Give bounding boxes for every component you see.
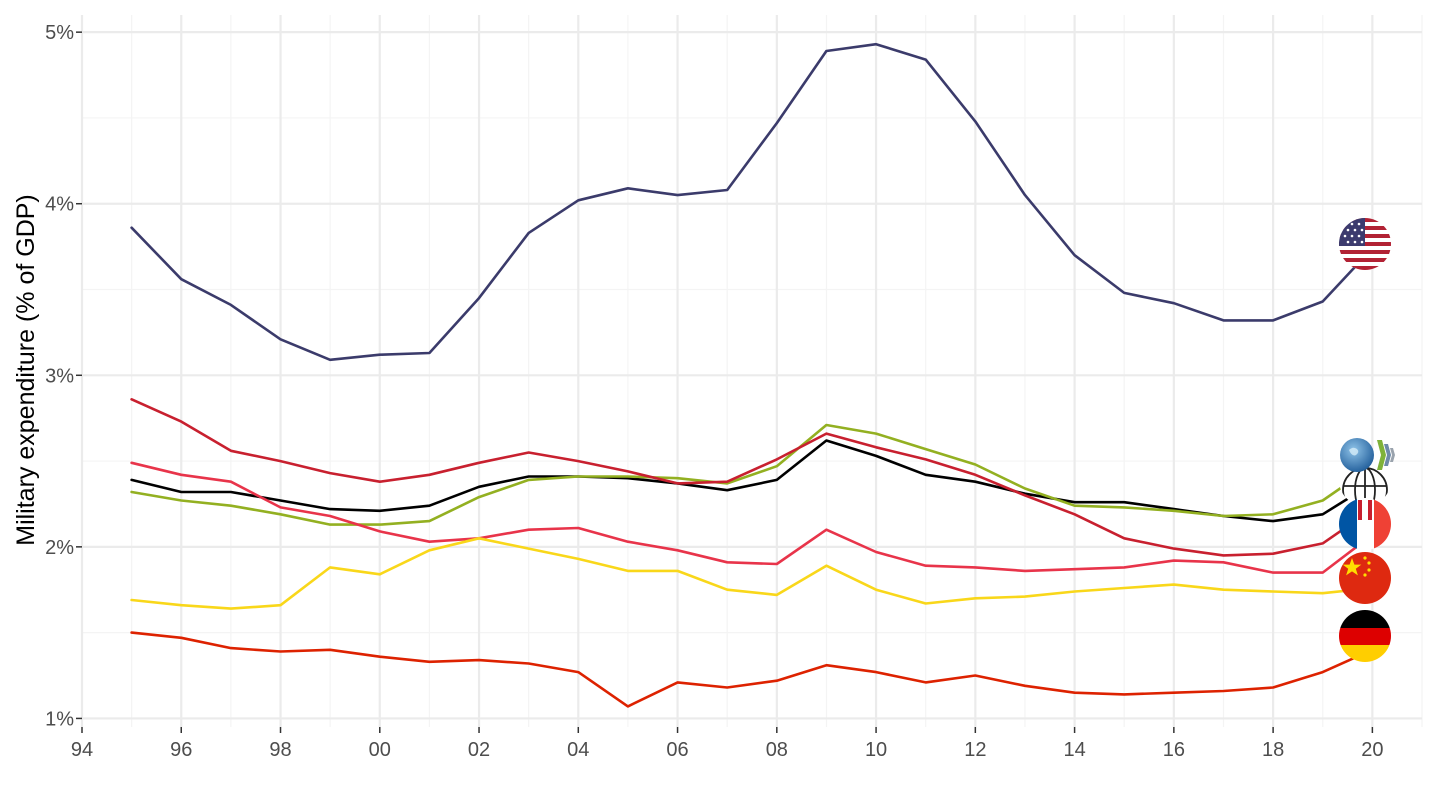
x-tick-label: 14 xyxy=(1063,739,1085,761)
major-gridlines xyxy=(80,15,1422,727)
series-line-world xyxy=(130,423,1374,526)
x-tick-label: 04 xyxy=(567,739,589,761)
minor-gridlines xyxy=(82,15,1423,727)
usa-flag-icon xyxy=(1339,218,1391,270)
series-line-oecd xyxy=(130,439,1374,523)
france-flag-icon xyxy=(1339,498,1391,550)
x-tick-label: 10 xyxy=(865,739,887,761)
series-line-uk xyxy=(130,397,1374,557)
x-tick-label: 16 xyxy=(1163,739,1185,761)
oecd-logo-icon xyxy=(1340,438,1395,472)
uk-flag-fragment-icon xyxy=(1358,500,1372,520)
x-tick-label: 00 xyxy=(369,739,391,761)
x-tick-label: 20 xyxy=(1361,739,1383,761)
x-tick-label: 06 xyxy=(666,739,688,761)
y-tick-label: 3% xyxy=(45,365,74,387)
series-lines xyxy=(130,42,1374,708)
series-line-france xyxy=(130,461,1374,574)
x-tick-label: 02 xyxy=(468,739,490,761)
x-tick-label: 94 xyxy=(71,739,93,761)
series-line-china xyxy=(130,536,1374,610)
china-flag-icon xyxy=(1339,552,1391,604)
axes: 94 96 98 00 02 04 06 08 10 12 14 16 18 20 1% 2% 3% 4% 5% xyxy=(45,22,1383,761)
series-line-usa xyxy=(130,42,1374,362)
x-tick-label: 12 xyxy=(964,739,986,761)
x-tick-label: 96 xyxy=(170,739,192,761)
series-line-germany xyxy=(130,631,1374,708)
y-axis-title: Military expenditure (% of GDP) xyxy=(12,194,40,546)
legend-icons xyxy=(1339,218,1395,662)
y-tick-label: 2% xyxy=(45,537,74,559)
x-tick-label: 18 xyxy=(1262,739,1284,761)
y-tick-label: 1% xyxy=(45,708,74,730)
x-tick-label: 98 xyxy=(269,739,291,761)
y-tick-label: 5% xyxy=(45,22,74,44)
y-tick-label: 4% xyxy=(45,194,74,216)
germany-flag-icon xyxy=(1339,610,1391,662)
x-tick-label: 08 xyxy=(766,739,788,761)
